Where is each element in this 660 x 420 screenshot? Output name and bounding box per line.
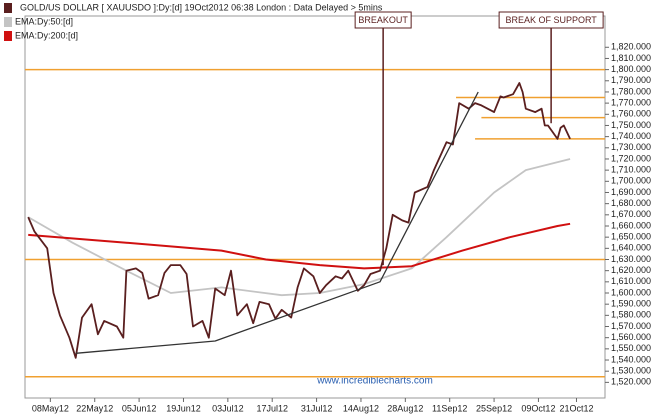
watermark: www.incrediblecharts.com [316,376,433,387]
x-tick-label: 11Sep12 [432,403,467,413]
x-tick-label: 22May12 [76,403,113,413]
annotation-box [354,11,412,29]
legend-label: EMA:Dy:50:[d] [15,16,73,26]
chart-title: GOLD/US DOLLAR [ XAUUSDO ]:Dy:[d] 19Oct2… [20,2,383,12]
annotation-label: BREAK OF SUPPORT [505,15,597,25]
x-tick-label: 03Jul12 [212,403,244,413]
y-tick-label: 1,630.000 [611,254,651,264]
x-tick-label: 31Jul12 [301,403,333,413]
y-tick-label: 1,650.000 [611,232,651,242]
y-tick-label: 1,730.000 [611,142,651,152]
y-tick-label: 1,590.000 [611,299,651,309]
y-tick-label: 1,820.000 [611,42,651,52]
legend-swatch [4,31,12,41]
y-tick-label: 1,640.000 [611,243,651,253]
y-tick-label: 1,610.000 [611,276,651,286]
y-tick-label: 1,760.000 [611,109,651,119]
y-tick-label: 1,810.000 [611,53,651,63]
y-tick-label: 1,790.000 [611,75,651,85]
x-tick-label: 14Aug12 [343,403,379,413]
plot-frame [24,15,606,399]
legend-swatch [4,3,12,13]
y-tick-label: 1,520.000 [611,377,651,387]
annotation-label: BREAKOUT [358,15,408,25]
x-tick-label: 09Oct12 [521,403,555,413]
y-tick-label: 1,800.000 [611,64,651,74]
y-tick-label: 1,660.000 [611,220,651,230]
x-tick-label: 17Jul12 [256,403,288,413]
y-tick-label: 1,690.000 [611,187,651,197]
y-tick-label: 1,750.000 [611,120,651,130]
x-tick-label: 28Aug12 [387,403,423,413]
y-tick-label: 1,670.000 [611,209,651,219]
y-tick-label: 1,770.000 [611,97,651,107]
y-tick-label: 1,570.000 [611,321,651,331]
y-tick-label: 1,600.000 [611,287,651,297]
y-tick-label: 1,580.000 [611,310,651,320]
y-tick-label: 1,710.000 [611,165,651,175]
x-tick-label: 19Jun12 [166,403,201,413]
legend-swatch [4,17,12,27]
x-tick-label: 25Sep12 [476,403,512,413]
y-tick-label: 1,560.000 [611,332,651,342]
y-tick-label: 1,620.000 [611,265,651,275]
y-tick-label: 1,680.000 [611,198,651,208]
x-tick-label: 05Jun12 [122,403,157,413]
y-tick-label: 1,720.000 [611,153,651,163]
y-tick-label: 1,780.000 [611,86,651,96]
annotation-box [498,11,604,29]
price-line [27,82,571,359]
y-tick-label: 1,530.000 [611,366,651,376]
x-tick-label: 08May12 [32,403,69,413]
trend-line [75,91,479,354]
legend-label: EMA:Dy:200:[d] [15,30,78,40]
y-tick-label: 1,700.000 [611,176,651,186]
y-tick-label: 1,550.000 [611,343,651,353]
y-tick-label: 1,740.000 [611,131,651,141]
x-tick-label: 21Oct12 [559,403,593,413]
y-tick-label: 1,540.000 [611,354,651,364]
ema-line [28,222,571,270]
